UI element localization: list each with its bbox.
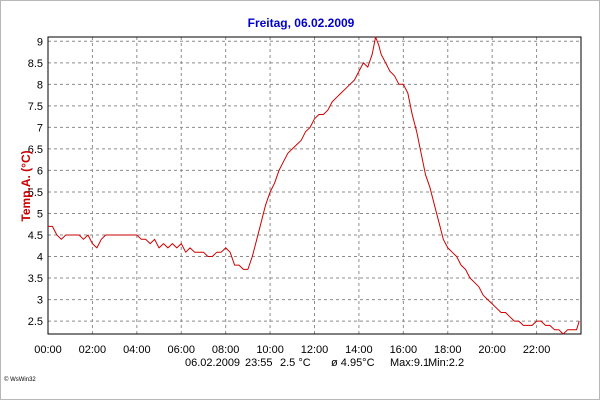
- x-tick-label: 08:00: [212, 344, 240, 356]
- temperature-line: [48, 36, 580, 335]
- x-tick-label: 16:00: [390, 344, 418, 356]
- y-tick-label: 7: [37, 122, 43, 134]
- x-tick-label: 10:00: [256, 344, 284, 356]
- y-tick-label: 6: [37, 165, 43, 177]
- y-axis-label: Temp.A. (°C): [19, 150, 33, 221]
- y-tick-label: 9: [37, 36, 43, 48]
- x-tick-label: 06:00: [167, 344, 195, 356]
- y-tick-label: 7.5: [28, 101, 43, 113]
- y-tick-label: 2.5: [28, 316, 43, 328]
- x-tick-label: 04:00: [123, 344, 151, 356]
- status-time: 23:55: [245, 357, 273, 369]
- chart-title: Freitag, 06.02.2009: [248, 16, 355, 30]
- y-tick-label: 3: [37, 295, 43, 307]
- x-tick-label: 14:00: [345, 344, 373, 356]
- software-credit: © WsWin32: [4, 376, 36, 383]
- y-tick-label: 8.5: [28, 58, 43, 70]
- plot-area-border: [47, 36, 582, 335]
- status-min-temperature: Min:2.2: [428, 357, 464, 369]
- grid: [48, 37, 581, 334]
- y-tick-label: 6.5: [28, 144, 43, 156]
- x-tick-label: 02:00: [79, 344, 107, 356]
- x-tick-label: 22:00: [523, 344, 551, 356]
- y-tick-label: 4: [37, 252, 43, 264]
- status-date: 06.02.2009: [185, 357, 240, 369]
- x-tick-label: 20:00: [478, 344, 506, 356]
- y-tick-label: 5: [37, 208, 43, 220]
- x-axis-ticks: 00:00 02:00 04:00 06:00 08:00 10:00 12:00 14:00…: [34, 344, 550, 356]
- y-tick-label: 5.5: [28, 187, 43, 199]
- x-tick-label: 00:00: [34, 344, 62, 356]
- status-average-temperature: ø 4.95°C: [331, 357, 375, 369]
- x-tick-label: 12:00: [301, 344, 329, 356]
- series-layer: [48, 36, 580, 335]
- y-tick-label: 3.5: [28, 273, 43, 285]
- y-axis-ticks: 2.5 3 3.5 4 4.5 5 5.5 6 6.5 7 7.5 8 8.5 9: [28, 36, 43, 328]
- status-current-temperature: 2.5 °C: [280, 357, 311, 369]
- x-tick-label: 18:00: [434, 344, 462, 356]
- status-max-temperature: Max:9.1: [390, 357, 429, 369]
- y-tick-label: 8: [37, 79, 43, 91]
- y-tick-label: 4.5: [28, 230, 43, 242]
